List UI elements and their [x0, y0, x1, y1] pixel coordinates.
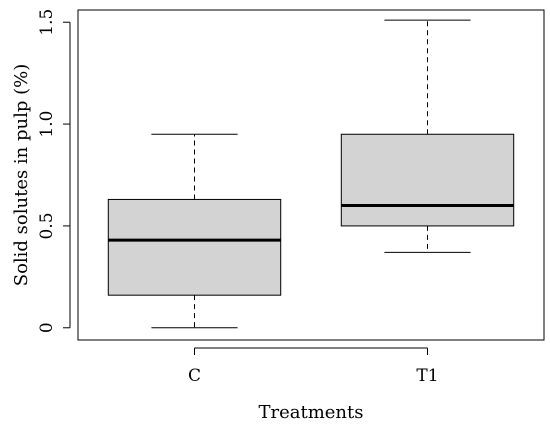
- x-tick-label: T1: [416, 366, 438, 386]
- y-axis: 0 0.5 1.0 1.5: [37, 9, 71, 333]
- x-axis: C T1: [188, 347, 439, 386]
- box-t1: [340, 19, 515, 253]
- box-c: [107, 133, 282, 329]
- y-tick-label: 1.0: [37, 111, 57, 138]
- plot-frame: [77, 9, 545, 341]
- y-tick-label: 1.5: [37, 9, 57, 36]
- interquartile-box: [107, 198, 282, 296]
- boxes-layer: [107, 19, 515, 329]
- y-tick-label: 0.5: [37, 212, 57, 239]
- interquartile-box: [340, 133, 515, 227]
- y-tick-label: 0: [37, 322, 57, 333]
- x-tick-label: C: [188, 366, 201, 386]
- y-axis-label: Solid solutes in pulp (%): [11, 64, 32, 287]
- x-axis-label: Treatments: [258, 402, 363, 423]
